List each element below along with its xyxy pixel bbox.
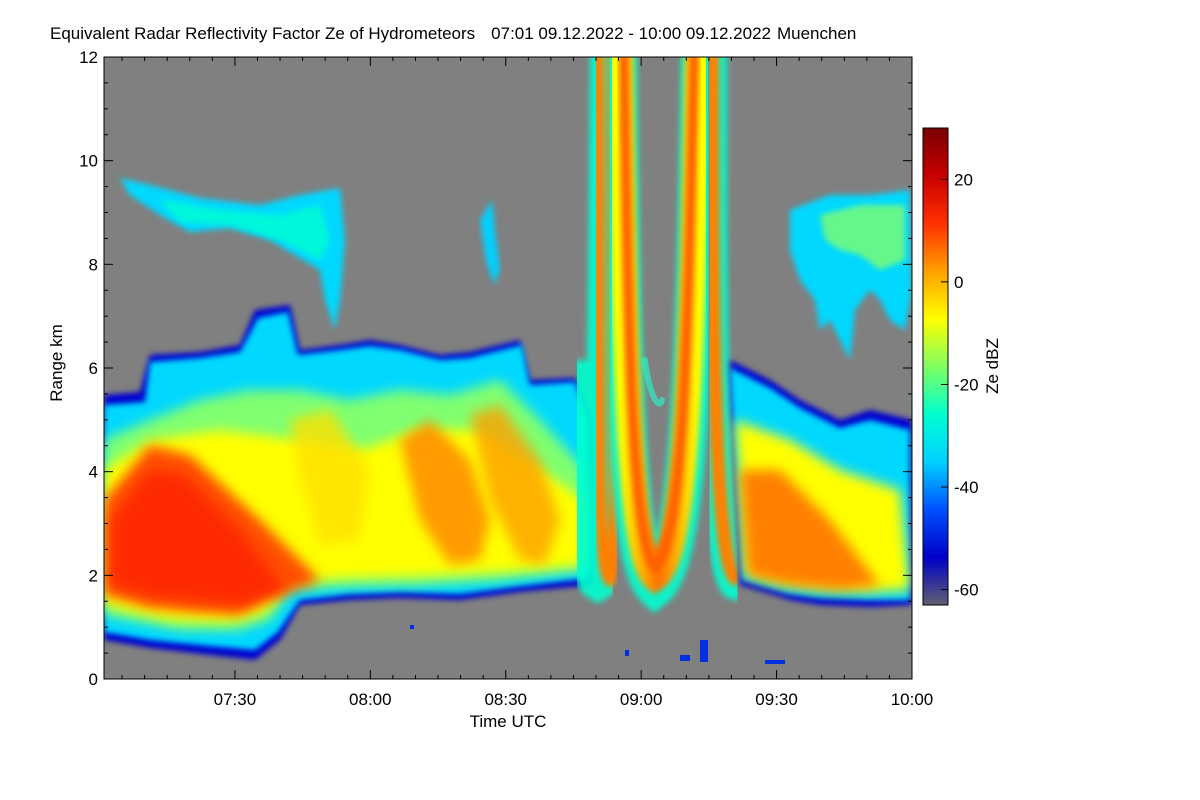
y-tick-label: 4 <box>89 463 98 482</box>
upper-cloud-patch <box>480 200 500 285</box>
x-tick-label: 10:00 <box>891 690 934 709</box>
colorbar-gradient <box>922 127 949 606</box>
colorbar-tick-label: -20 <box>954 375 979 394</box>
y-tick-label: 6 <box>89 359 98 378</box>
colorbar-tick-label: 0 <box>954 273 963 292</box>
colorbar-tick-label: -60 <box>954 581 979 600</box>
y-tick-label: 10 <box>79 152 98 171</box>
fall-streak-3 <box>470 405 560 565</box>
fall-streak-2 <box>400 420 490 565</box>
fall-streak-4 <box>290 410 370 545</box>
colorbar-tick-label: 20 <box>954 170 973 189</box>
x-tick-label: 08:00 <box>349 690 392 709</box>
chart-title: Equivalent Radar Reflectivity Factor Ze … <box>50 24 856 43</box>
colorbar-label: Ze dBZ <box>983 338 1002 394</box>
colorbar-tick-label: -40 <box>954 478 979 497</box>
u-shaped-bands <box>560 57 750 614</box>
x-axis: 07:30 08:00 08:30 09:00 09:30 10:00 <box>121 57 934 709</box>
x-tick-label: 09:00 <box>620 690 663 709</box>
x-tick-label: 07:30 <box>214 690 257 709</box>
x-axis-label: Time UTC <box>470 712 547 731</box>
fall-streak-1-core <box>110 470 285 605</box>
y-axis: 0 2 4 6 8 10 12 <box>79 48 912 689</box>
y-tick-label: 12 <box>79 48 98 67</box>
y-tick-label: 2 <box>89 566 98 585</box>
upper-cloud-right-core <box>820 205 905 270</box>
fall-streak-right <box>740 470 880 590</box>
ground-echoes <box>410 625 785 664</box>
x-tick-label: 08:30 <box>484 690 527 709</box>
y-tick-label: 0 <box>89 670 98 689</box>
x-tick-label: 09:30 <box>755 690 798 709</box>
y-tick-label: 8 <box>89 255 98 274</box>
y-axis-label: Range km <box>47 324 66 401</box>
colorbar: -60 -40 -20 0 20 <box>922 127 979 606</box>
upper-cloud-left-core <box>160 200 330 260</box>
plot-area <box>104 57 912 679</box>
